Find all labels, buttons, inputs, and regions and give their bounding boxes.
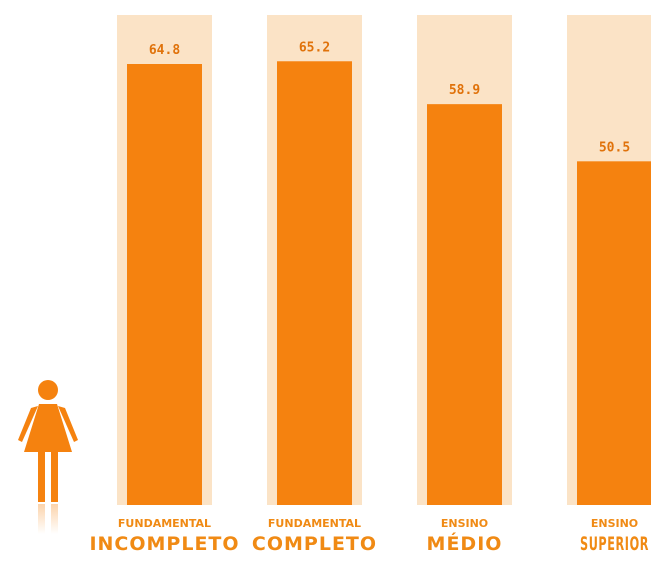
category-label-line1-0: FUNDAMENTAL xyxy=(118,517,211,530)
category-label-line2-3: SUPERIOR xyxy=(580,533,649,555)
value-label-3: 50.5 xyxy=(599,140,630,155)
category-label-line1-2: ENSINO xyxy=(441,517,488,530)
value-label-0: 64.8 xyxy=(149,43,180,58)
bar-1 xyxy=(277,61,352,506)
bars xyxy=(127,61,651,506)
value-label-1: 65.2 xyxy=(299,40,330,55)
category-labels: FUNDAMENTAL INCOMPLETO FUNDAMENTAL COMPLETO… xyxy=(89,517,649,555)
woman-icon xyxy=(18,380,78,534)
category-label-line1-1: FUNDAMENTAL xyxy=(268,517,361,530)
bar-0 xyxy=(127,64,202,505)
value-labels: 64.8 65.2 58.9 50.5 xyxy=(149,40,630,155)
value-label-2: 58.9 xyxy=(449,83,480,98)
bar-2 xyxy=(427,104,502,506)
category-label-line2-2: MÉDIO xyxy=(427,532,503,555)
bar-3 xyxy=(577,161,651,505)
category-label-line2-0: INCOMPLETO xyxy=(89,533,239,555)
category-label-line2-1: COMPLETO xyxy=(252,533,377,555)
category-label-line1-3: ENSINO xyxy=(591,517,638,530)
